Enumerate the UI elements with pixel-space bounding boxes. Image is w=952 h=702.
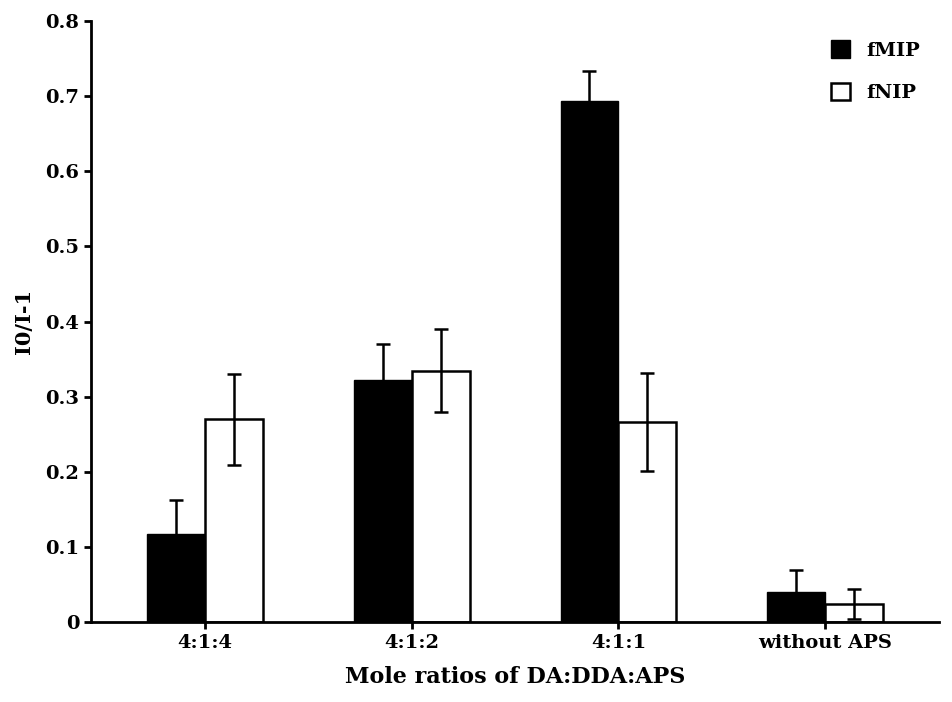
X-axis label: Mole ratios of DA:DDA:APS: Mole ratios of DA:DDA:APS <box>345 666 684 688</box>
Legend: fMIP, fNIP: fMIP, fNIP <box>821 31 928 112</box>
Bar <box>560 101 618 623</box>
Bar <box>411 371 469 623</box>
Bar <box>824 604 883 623</box>
Bar <box>766 592 824 623</box>
Y-axis label: I0/I-1: I0/I-1 <box>14 289 34 355</box>
Bar <box>618 422 676 623</box>
Bar <box>353 380 411 623</box>
Bar <box>147 534 205 623</box>
Bar <box>205 419 263 623</box>
